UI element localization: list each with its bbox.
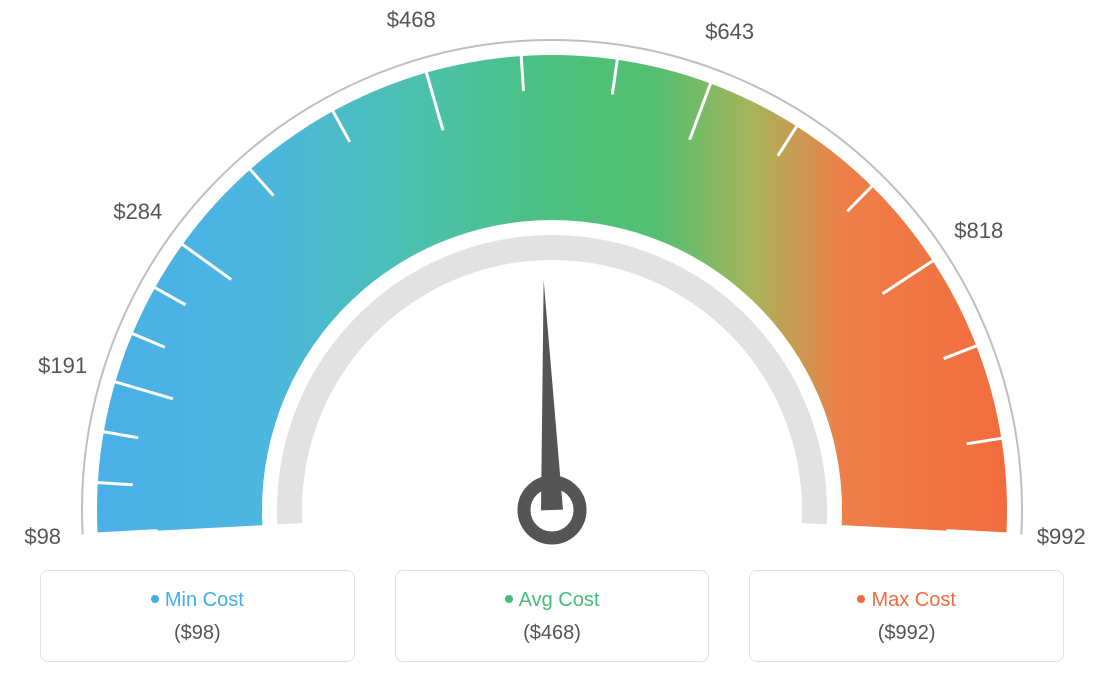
gauge-svg xyxy=(0,0,1104,560)
gauge-tick-label: $284 xyxy=(113,199,162,225)
gauge-tick-label: $98 xyxy=(24,524,61,550)
minor-tick xyxy=(98,483,133,485)
gauge-tick-label: $468 xyxy=(387,7,436,33)
legend-dot-icon xyxy=(505,595,513,603)
gauge-tick-label: $992 xyxy=(1037,524,1086,550)
legend-title-text: Min Cost xyxy=(165,589,244,611)
legend-row: Min Cost ($98) Avg Cost ($468) Max Cost ($992… xyxy=(0,570,1104,662)
legend-card-avg: Avg Cost ($468) xyxy=(395,570,710,662)
legend-value: ($992) xyxy=(750,622,1063,645)
legend-card-max: Max Cost ($992) xyxy=(749,570,1064,662)
gauge-chart: $98 $191 $284 $468 $643 $818 $992 xyxy=(0,0,1104,560)
legend-title-text: Avg Cost xyxy=(519,589,600,611)
gauge-tick-label: $191 xyxy=(38,353,87,379)
gauge-tick-label: $643 xyxy=(705,19,754,45)
legend-title: Min Cost xyxy=(41,589,354,612)
legend-dot-icon xyxy=(857,595,865,603)
gauge-tick-label: $818 xyxy=(954,218,1003,244)
legend-title-text: Max Cost xyxy=(871,589,955,611)
legend-value: ($468) xyxy=(396,622,709,645)
legend-title: Max Cost xyxy=(750,589,1063,612)
legend-value: ($98) xyxy=(41,622,354,645)
legend-card-min: Min Cost ($98) xyxy=(40,570,355,662)
legend-dot-icon xyxy=(151,595,159,603)
legend-title: Avg Cost xyxy=(396,589,709,612)
